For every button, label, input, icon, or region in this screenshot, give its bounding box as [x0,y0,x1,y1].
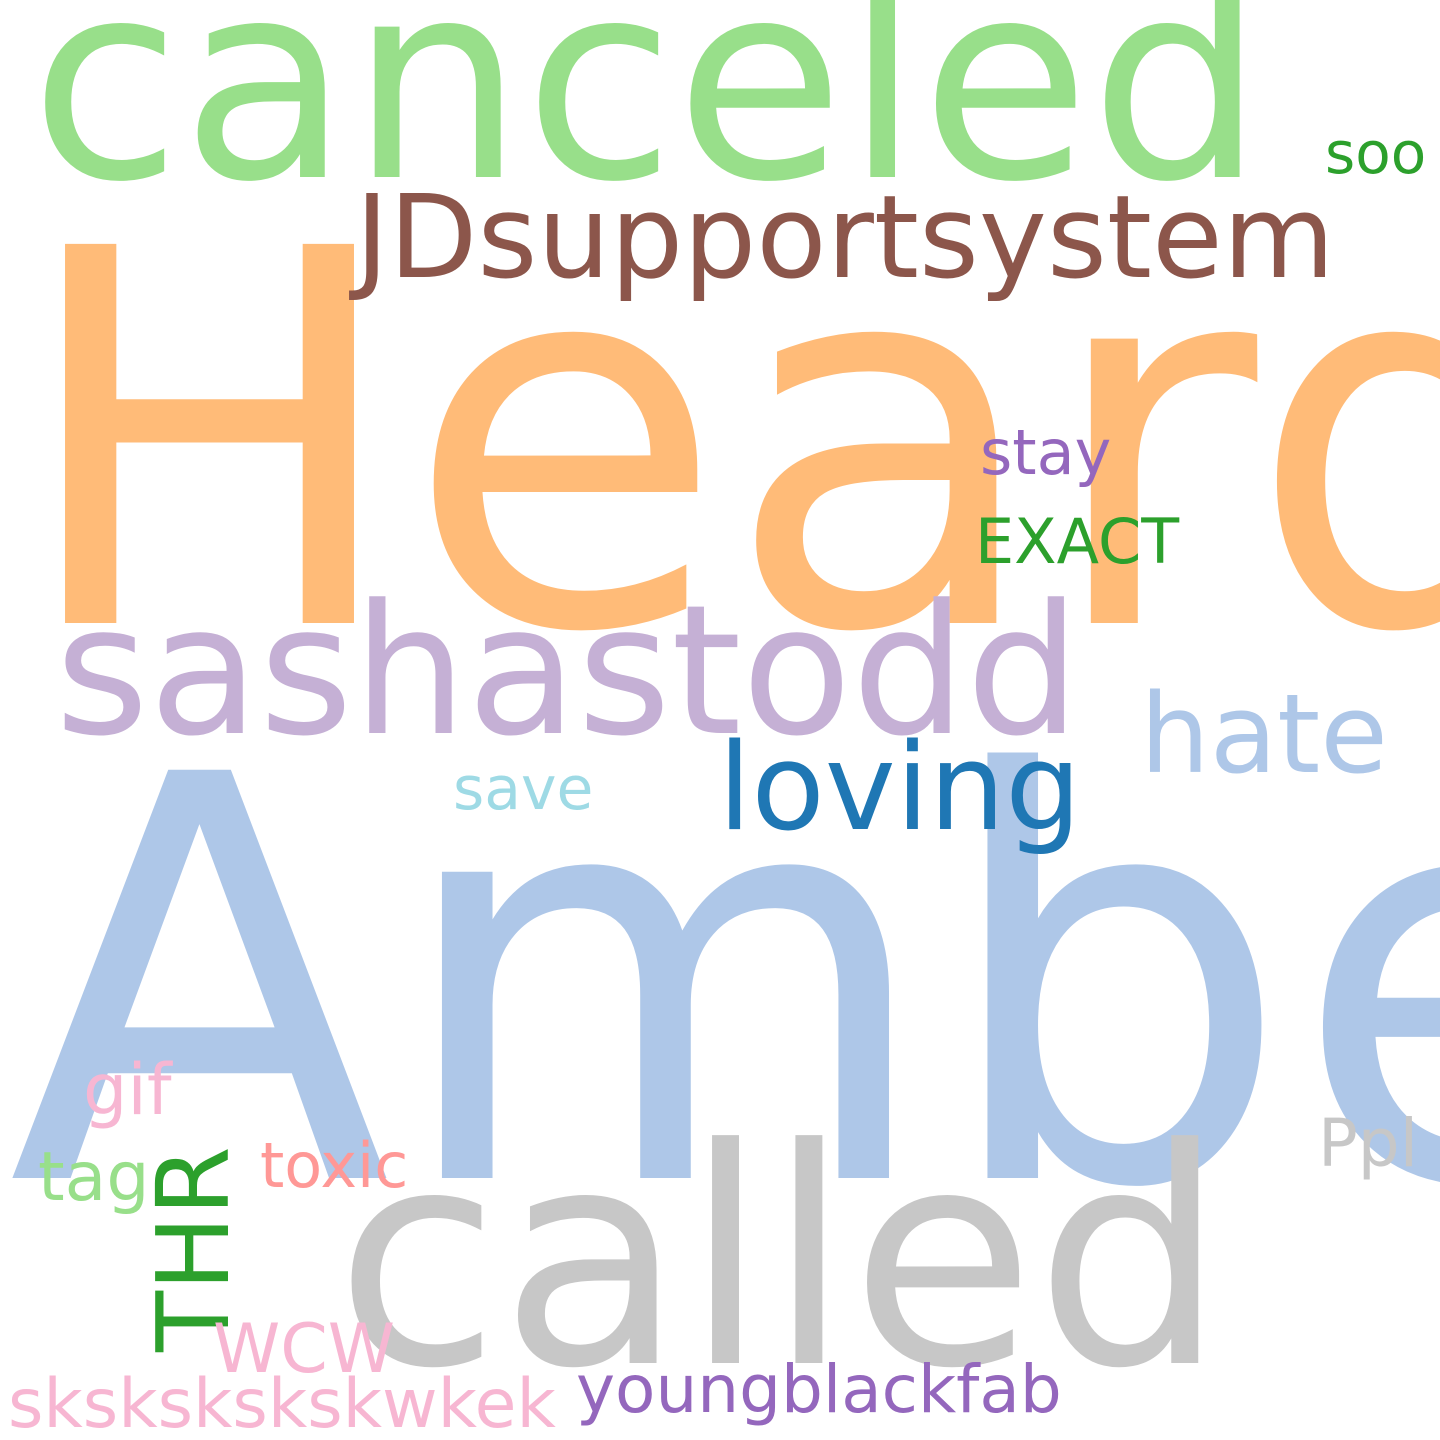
word-heard: Heard [14,140,1440,746]
word-wcw: WCW [213,1310,395,1389]
word-sashastodd: sashastodd [55,567,1081,776]
word-ppl: Ppl [1318,1105,1419,1182]
word-save: save [453,754,594,824]
word-jdsupportsystem: JDsupportsystem [355,171,1335,305]
word-loving: loving [718,719,1082,858]
word-canceled: canceled [30,0,1265,242]
word-gif: gif [83,1049,172,1131]
word-hate: hate [1140,670,1388,798]
word-amber: Amber [8,659,1440,1311]
word-toxic: toxic [260,1129,409,1202]
word-called: called [335,1085,1226,1434]
word-tag: tag [38,1138,150,1217]
word-exact: EXACT [975,505,1180,578]
word-skskskskskwkek: skskskskskwkek [8,1365,556,1440]
word-stay: stay [980,416,1112,489]
word-youngblackfab: youngblackfab [576,1351,1062,1428]
word-soo: soo [1325,119,1427,187]
